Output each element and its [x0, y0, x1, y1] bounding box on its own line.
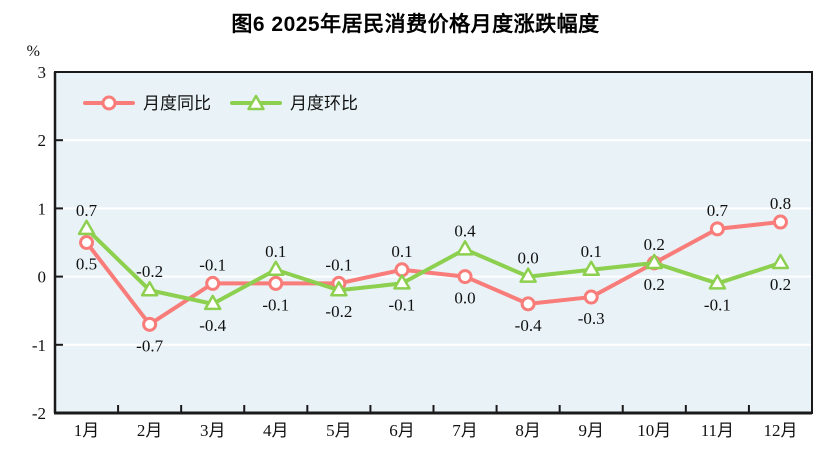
data-label-mom: 0.4: [454, 221, 476, 240]
data-label-mom: 0.0: [518, 249, 539, 268]
chart-title: 图6 2025年居民消费价格月度涨跌幅度: [231, 13, 600, 36]
data-label-yoy: -0.3: [578, 309, 605, 328]
legend-marker-circle-yoy: [101, 95, 117, 111]
data-label-mom: 0.7: [76, 201, 98, 220]
legend-marker-triangle-mom: [247, 94, 265, 111]
data-label-yoy: 0.2: [644, 235, 665, 254]
marker-triangle-mom: [330, 280, 348, 297]
data-label-mom: -0.4: [199, 316, 226, 335]
data-label-mom: 0.2: [770, 275, 791, 294]
marker-circle-yoy: [142, 316, 158, 332]
data-label-yoy: 0.1: [391, 242, 412, 261]
marker-triangle-mom: [771, 253, 790, 270]
marker-circle-yoy: [583, 289, 599, 305]
x-axis-tick-label: 8月: [515, 421, 541, 440]
y-axis-unit-label: %: [27, 43, 40, 60]
legend-label-yoy: 月度同比: [143, 94, 211, 113]
marker-triangle-mom: [582, 260, 600, 277]
y-axis-tick-label: 3: [38, 63, 47, 82]
marker-triangle-mom: [77, 219, 96, 236]
marker-triangle-mom: [267, 260, 285, 277]
marker-triangle-mom: [519, 267, 537, 283]
x-axis-tick-label: 4月: [263, 421, 289, 440]
marker-circle-yoy: [268, 275, 284, 291]
x-axis-tick-label: 11月: [701, 421, 734, 440]
legend-label-mom: 月度环比: [290, 94, 358, 113]
data-label-yoy: -0.1: [325, 255, 352, 274]
marker-circle-yoy: [772, 214, 788, 230]
x-axis-tick-label: 12月: [763, 421, 797, 440]
data-label-mom: -0.1: [704, 295, 731, 314]
marker-circle-yoy: [79, 235, 95, 250]
x-axis-tick-label: 1月: [74, 421, 100, 440]
marker-triangle-mom: [708, 274, 727, 290]
x-axis-tick-label: 9月: [578, 421, 604, 440]
data-label-yoy: -0.4: [515, 316, 542, 335]
y-axis-tick-label: -2: [32, 404, 46, 423]
marker-circle-yoy: [457, 269, 473, 285]
x-axis-tick-label: 2月: [137, 421, 163, 440]
x-axis-tick-label: 6月: [389, 421, 415, 440]
y-axis-tick-label: 2: [38, 131, 47, 150]
series-line-mom: [84, 226, 783, 306]
data-label-yoy: 0.7: [707, 201, 729, 220]
series-line-yoy: [84, 220, 783, 327]
marker-circle-yoy: [394, 262, 410, 278]
data-label-mom: -0.2: [325, 302, 352, 321]
marker-triangle-mom: [393, 274, 411, 290]
x-axis-tick-label: 5月: [326, 421, 352, 440]
data-label-mom: 0.1: [581, 242, 602, 261]
data-label-yoy: -0.1: [199, 255, 226, 274]
x-axis-tick-label: 10月: [637, 421, 671, 440]
marker-triangle-mom: [140, 280, 159, 297]
data-label-yoy: -0.7: [136, 336, 163, 355]
data-label-mom: 0.1: [265, 242, 286, 261]
marker-circle-yoy: [520, 296, 536, 312]
marker-triangle-mom: [456, 240, 474, 256]
data-label-yoy: 0.0: [454, 289, 475, 308]
marker-triangle-mom: [203, 294, 222, 311]
marker-triangle-mom: [645, 253, 664, 270]
marker-circle-yoy: [709, 221, 725, 237]
data-label-mom: -0.1: [388, 295, 415, 314]
x-axis-tick-label: 3月: [200, 421, 226, 440]
data-label-mom: 0.2: [644, 275, 665, 294]
x-axis-tick-label: 7月: [452, 421, 478, 440]
y-axis-tick-label: -1: [32, 336, 46, 355]
plot-area: [55, 72, 812, 413]
data-label-yoy: 0.5: [76, 255, 97, 274]
y-axis-tick-label: 1: [38, 199, 47, 218]
marker-circle-yoy: [205, 275, 221, 291]
data-label-yoy: 0.8: [770, 194, 791, 213]
y-axis-tick-label: 0: [38, 268, 47, 287]
data-label-mom: -0.2: [136, 262, 163, 281]
data-label-yoy: -0.1: [262, 295, 289, 314]
